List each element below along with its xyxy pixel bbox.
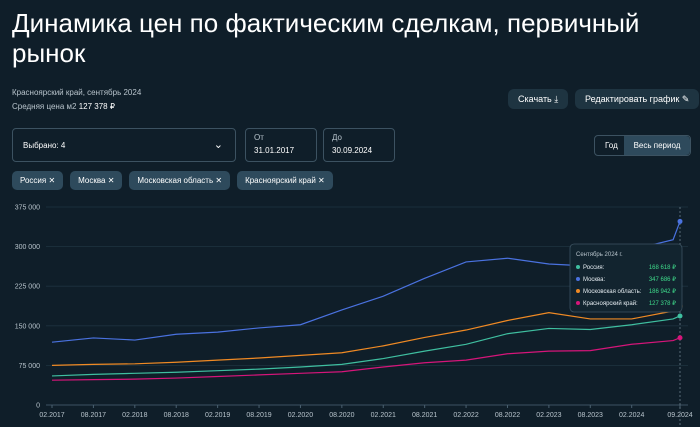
series-line: [51, 337, 681, 381]
chip-text: Москва: [78, 176, 106, 185]
x-tick-label: 02.2017: [39, 412, 64, 419]
date-to[interactable]: До 30.09.2024: [323, 128, 395, 162]
select-text: Выбрано: 4: [23, 141, 66, 150]
y-tick-label: 75 000: [19, 363, 41, 370]
end-dot: [677, 335, 683, 341]
x-tick-label: 02.2018: [122, 412, 147, 419]
x-tick-label: 08.2020: [329, 412, 354, 419]
chip-text: Красноярский край: [245, 176, 316, 185]
tooltip-box: [569, 243, 683, 313]
tooltip-value: 347 686 ₽: [649, 276, 676, 283]
edit-text: Редактировать график: [585, 94, 680, 104]
avg-label: Средняя цена м2: [12, 102, 77, 111]
series-line: [51, 315, 681, 377]
tooltip-dot: [576, 265, 580, 269]
edit-button[interactable]: Редактировать график ✎: [575, 89, 700, 109]
x-tick-label: 08.2017: [81, 412, 106, 419]
y-tick-label: 225 000: [15, 284, 40, 291]
chip-remove[interactable]: ✕: [105, 176, 115, 185]
chip-remove[interactable]: ✕: [315, 176, 325, 185]
chip-remove[interactable]: ✕: [213, 176, 223, 185]
tooltip-label: Московская область:: [583, 289, 642, 295]
tooltip-label: Россия:: [583, 265, 605, 271]
x-tick-label: 08.2023: [578, 412, 603, 419]
x-tick-label: 02.2022: [453, 412, 478, 419]
end-dot: [677, 218, 683, 224]
y-tick-label: 375 000: [15, 205, 40, 212]
tooltip-value: 186 942 ₽: [649, 288, 676, 295]
page-title: Динамика цен по фактическим сделкам, пер…: [12, 8, 640, 68]
tooltip-label: Красноярский край:: [583, 300, 638, 307]
x-tick-label: 08.2019: [246, 412, 271, 419]
chart: 0 75 000 150 000 225 000 300 000 375 000 02.20…: [15, 205, 693, 425]
avg-value: 127 378 ₽: [78, 102, 115, 111]
x-tick-label: 02.2020: [288, 412, 313, 419]
to-value: 30.09.2024: [332, 146, 373, 155]
filter-chip[interactable]: Москва ✕: [70, 171, 123, 190]
y-tick-label: 0: [36, 403, 40, 410]
tooltip-title: Сентябрь 2024 г.: [576, 252, 623, 258]
series-select[interactable]: Выбрано: 4 ⌄: [12, 128, 236, 162]
chip-remove[interactable]: ✕: [46, 176, 56, 185]
filter-chip[interactable]: Красноярский край ✕: [237, 171, 333, 190]
x-tick-label: 02.2021: [371, 412, 396, 419]
y-tick-label: 300 000: [15, 244, 40, 251]
tooltip-label: Москва:: [583, 277, 605, 283]
tooltip-value: 127 378 ₽: [649, 300, 676, 307]
x-tick-label: 02.2024: [619, 412, 644, 419]
tooltip-dot: [576, 301, 580, 305]
chip-text: Россия: [20, 176, 47, 185]
period-all[interactable]: Весь период: [624, 136, 690, 155]
avg-price: Средняя цена м2 127 378 ₽: [12, 102, 115, 111]
end-dot: [677, 313, 683, 319]
x-tick-label: 08.2018: [164, 412, 189, 419]
x-tick-label: 08.2022: [495, 412, 520, 419]
filter-chip[interactable]: Московская область ✕: [129, 171, 231, 190]
download-text: Скачать: [518, 94, 552, 104]
tooltip-value: 168 618 ₽: [649, 264, 676, 271]
chevron: ⌄: [213, 139, 223, 151]
x-tick-label: 08.2021: [412, 412, 437, 419]
tooltip-dot: [576, 277, 580, 281]
to-label: До: [332, 133, 342, 142]
download-button[interactable]: Скачать ⤓: [508, 89, 569, 109]
subtitle: Красноярский край, сентябрь 2024: [12, 88, 142, 97]
tooltip-dot: [576, 289, 580, 293]
period-year[interactable]: Год: [605, 141, 618, 150]
from-label: От: [254, 133, 264, 142]
period-toggle: Год Весь период: [594, 135, 691, 156]
chip-text: Московская область: [137, 176, 214, 185]
filter-chip[interactable]: Россия ✕: [12, 171, 64, 190]
date-from[interactable]: От 31.01.2017: [245, 128, 317, 162]
series-line: [51, 305, 681, 366]
x-tick-label: 02.2023: [536, 412, 561, 419]
x-tick-label: 02.2019: [205, 412, 230, 419]
y-tick-label: 150 000: [15, 323, 40, 330]
from-value: 31.01.2017: [254, 146, 295, 155]
